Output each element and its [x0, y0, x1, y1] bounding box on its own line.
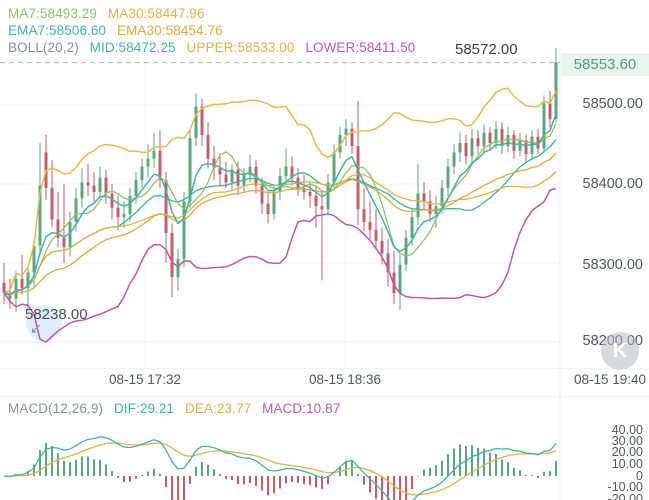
- ema7-value-label: EMA7:58506.60: [8, 23, 107, 38]
- x-axis-label-1940: 08-15 19:40: [573, 372, 646, 387]
- macd-value-label: MACD:10.87: [262, 401, 341, 416]
- current-price-badge: 58553.60: [561, 53, 649, 76]
- ma7-value-label: MA7:58493.29: [8, 6, 98, 21]
- macd-axis-label-n10: -10.00: [607, 480, 643, 494]
- macd-axis-label-10: 10.00: [611, 457, 643, 471]
- y-axis-label-58400: 58400.00: [582, 176, 643, 192]
- macd-indicator-header: MACD(12,26,9) DIF:29.21 DEA:23.77 MACD:1…: [8, 401, 347, 416]
- x-axis-label-1732: 08-15 17:32: [108, 372, 182, 387]
- ma30-value-label: MA30:58447.96: [107, 6, 205, 21]
- low-price-arrow-icon: ↙: [30, 320, 42, 336]
- macd-axis-label-20: 20.00: [611, 445, 643, 459]
- axis-separator-bottom: [0, 396, 649, 397]
- ma-indicator-header: MA7:58493.29 MA30:58447.96: [8, 6, 212, 21]
- macd-dea-label: DEA:23.77: [185, 401, 252, 416]
- macd-axis-label-0: 0: [636, 469, 643, 483]
- x-axis-label-1836: 08-15 18:36: [308, 372, 382, 387]
- macd-axis-label-30: 30.00: [611, 434, 643, 448]
- macd-axis-label-n20: -20.00: [607, 492, 643, 500]
- ema30-value-label: EMA30:58454.76: [116, 23, 223, 38]
- axis-separator-top: [0, 368, 649, 369]
- exchange-watermark-logo: K: [601, 332, 639, 370]
- high-price-marker: 58572.00: [455, 41, 518, 58]
- macd-title-label: MACD(12,26,9): [8, 401, 104, 416]
- boll-lower-label: LOWER:58411.50: [305, 40, 416, 55]
- ema-indicator-header: EMA7:58506.60 EMA30:58454.76: [8, 23, 230, 38]
- boll-mid-label: MID:58472.25: [89, 40, 176, 55]
- macd-axis-label-40: 40.00: [611, 423, 643, 437]
- boll-title-label: BOLL(20,2): [8, 40, 79, 55]
- boll-indicator-header: BOLL(20,2) MID:58472.25 UPPER:58533.00 L…: [8, 40, 422, 55]
- y-axis-label-58500: 58500.00: [582, 96, 643, 112]
- macd-dif-label: DIF:29.21: [113, 401, 175, 416]
- y-axis-label-58300: 58300.00: [582, 257, 643, 273]
- boll-upper-label: UPPER:58533.00: [186, 40, 295, 55]
